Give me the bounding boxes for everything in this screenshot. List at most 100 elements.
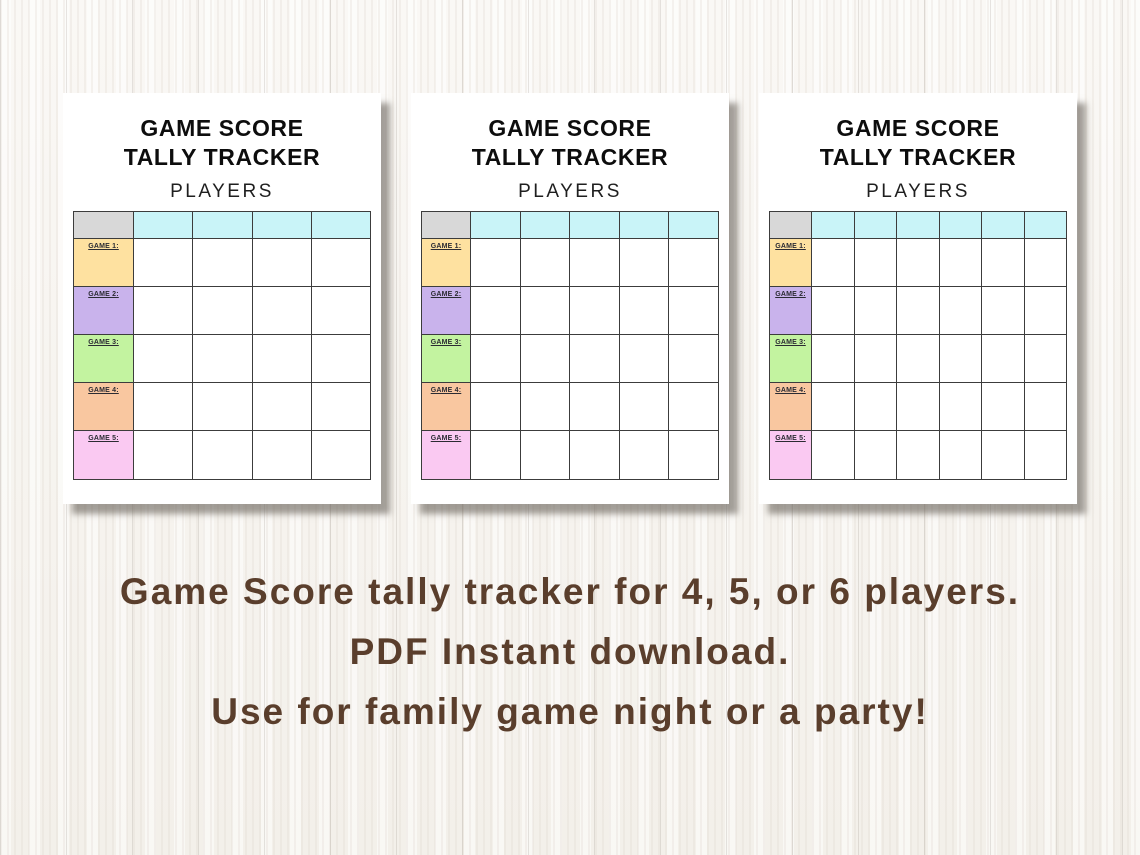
game-label: GAME 3: — [430, 339, 462, 346]
game-label: GAME 4: — [775, 387, 806, 394]
table-header-row — [770, 212, 1066, 239]
game-row: GAME 2: — [422, 287, 718, 335]
score-cell — [939, 431, 982, 479]
score-cell — [812, 335, 855, 383]
sheet-title: GAME SCORE TALLY TRACKER — [769, 114, 1067, 172]
score-cell — [669, 431, 718, 479]
players-heading: PLAYERS — [866, 181, 970, 202]
tally-sheet-5-players: GAME SCORE TALLY TRACKER PLAYERS GAME 1:… — [411, 93, 729, 504]
game-label: GAME 3: — [88, 339, 119, 346]
score-cell — [134, 239, 194, 287]
game-row: GAME 3: — [770, 335, 1066, 383]
score-cell — [939, 287, 982, 335]
score-cell — [193, 287, 253, 335]
score-cell — [570, 431, 620, 479]
player-header-cell — [939, 212, 982, 239]
score-cell — [854, 239, 897, 287]
score-cell — [471, 335, 521, 383]
player-header-cell — [311, 212, 370, 239]
score-cell — [982, 335, 1025, 383]
game-label-cell: GAME 2: — [770, 287, 812, 335]
game-label: GAME 1: — [430, 243, 462, 250]
game-label-cell: GAME 1: — [74, 239, 134, 287]
score-cell — [570, 383, 620, 431]
game-label: GAME 2: — [88, 291, 119, 298]
score-cell — [311, 383, 370, 431]
score-cell — [252, 383, 312, 431]
score-cell — [252, 431, 312, 479]
game-label-cell: GAME 1: — [422, 239, 471, 287]
score-cell — [982, 383, 1025, 431]
game-row: GAME 1: — [74, 239, 370, 287]
player-header-cell — [669, 212, 718, 239]
score-cell — [252, 239, 312, 287]
player-header-cell — [570, 212, 620, 239]
player-header-cell — [520, 212, 571, 239]
score-cell — [311, 431, 370, 479]
score-cell — [939, 383, 982, 431]
score-cell — [939, 335, 982, 383]
game-label: GAME 3: — [775, 339, 806, 346]
score-cell — [982, 287, 1025, 335]
player-header-cell — [619, 212, 670, 239]
score-cell — [897, 239, 940, 287]
score-table: GAME 1: GAME 2: GAME 3: GAME 4: GAME 5: — [769, 211, 1067, 480]
score-cell — [520, 335, 571, 383]
game-row: GAME 5: — [74, 431, 370, 479]
score-cell — [520, 431, 571, 479]
game-label-cell: GAME 4: — [422, 383, 471, 431]
sheet-title-line2: TALLY TRACKER — [471, 144, 669, 170]
game-label: GAME 1: — [88, 243, 119, 250]
game-row: GAME 4: — [770, 383, 1066, 431]
game-label-cell: GAME 3: — [74, 335, 134, 383]
game-label-cell: GAME 3: — [422, 335, 471, 383]
score-cell — [471, 383, 521, 431]
players-heading: PLAYERS — [170, 181, 274, 202]
player-header-cell — [471, 212, 521, 239]
score-cell — [897, 431, 940, 479]
score-cell — [897, 287, 940, 335]
game-label-cell: GAME 5: — [422, 431, 471, 479]
game-row: GAME 3: — [74, 335, 370, 383]
caption-line-1: Game Score tally tracker for 4, 5, or 6 … — [119, 571, 1021, 612]
score-cell — [311, 335, 370, 383]
game-label: GAME 4: — [88, 387, 119, 394]
score-cell — [619, 335, 670, 383]
score-cell — [193, 239, 253, 287]
product-caption: Game Score tally tracker for 4, 5, or 6 … — [0, 562, 1140, 742]
player-header-cell — [193, 212, 253, 239]
score-cell — [812, 239, 855, 287]
score-cell — [854, 335, 897, 383]
score-cell — [669, 383, 718, 431]
score-table: GAME 1: GAME 2: GAME 3: GAME 4: GAME 5: — [73, 211, 371, 480]
score-cell — [854, 287, 897, 335]
player-header-cell — [982, 212, 1025, 239]
score-cell — [311, 287, 370, 335]
score-cell — [520, 239, 571, 287]
score-cell — [311, 239, 370, 287]
game-label: GAME 2: — [430, 291, 462, 298]
game-label: GAME 1: — [775, 243, 806, 250]
score-cell — [1024, 335, 1066, 383]
game-label-cell: GAME 4: — [74, 383, 134, 431]
player-header-cell — [1024, 212, 1066, 239]
caption-line-3: Use for family game night or a party! — [211, 691, 929, 732]
game-label: GAME 5: — [430, 435, 462, 442]
score-cell — [982, 431, 1025, 479]
game-row: GAME 1: — [422, 239, 718, 287]
caption-line-2: PDF Instant download. — [349, 631, 791, 672]
table-header-row — [422, 212, 718, 239]
sheet-title-line2: TALLY TRACKER — [819, 144, 1017, 170]
game-label: GAME 5: — [88, 435, 119, 442]
score-cell — [854, 431, 897, 479]
score-cell — [812, 431, 855, 479]
score-cell — [982, 239, 1025, 287]
score-cell — [252, 335, 312, 383]
score-cell — [1024, 239, 1066, 287]
game-label-cell: GAME 2: — [74, 287, 134, 335]
score-cell — [619, 431, 670, 479]
game-label-cell: GAME 2: — [422, 287, 471, 335]
score-cell — [134, 383, 194, 431]
tally-sheet-4-players: GAME SCORE TALLY TRACKER PLAYERS GAME 1:… — [63, 93, 381, 504]
score-cell — [897, 335, 940, 383]
